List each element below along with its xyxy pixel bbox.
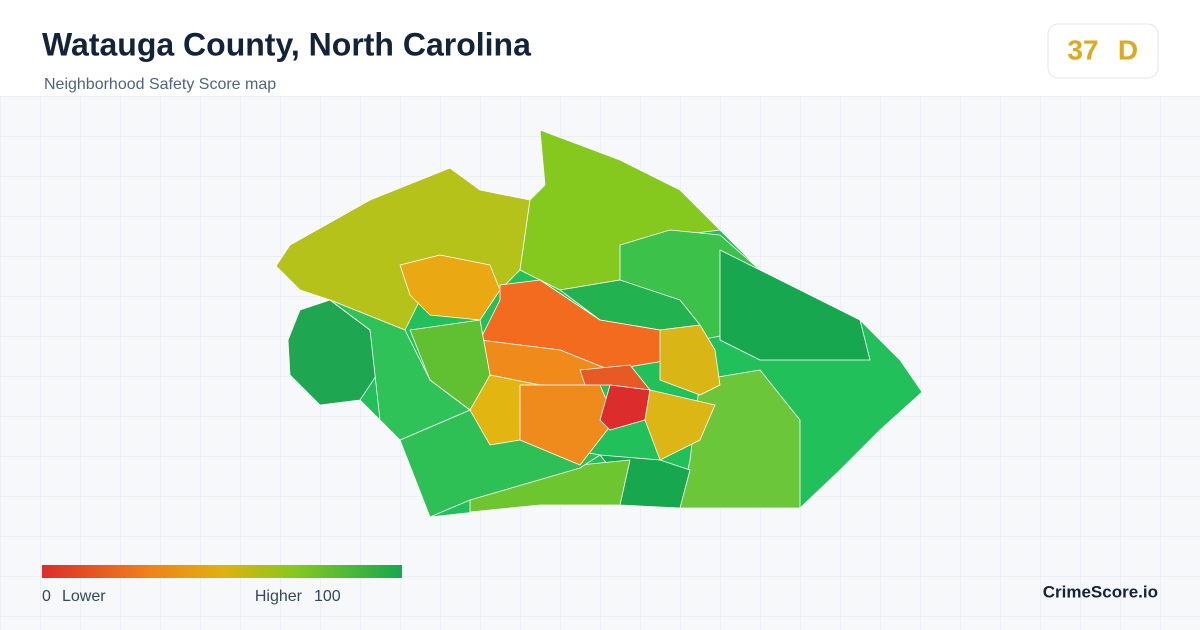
subtitle: Neighborhood Safety Score map: [44, 76, 276, 93]
score-grade: D: [1118, 34, 1138, 65]
region: [599, 384, 651, 431]
region: [519, 129, 721, 291]
legend-min-label: Lower: [62, 588, 106, 605]
region: [329, 299, 471, 441]
legend-max-label: Higher: [255, 588, 303, 605]
legend-max: 100: [314, 588, 341, 605]
region: [659, 324, 721, 396]
region: [719, 249, 871, 361]
title: Watauga County, North Carolina: [42, 26, 531, 62]
region: [644, 389, 716, 461]
region: [399, 254, 501, 321]
legend-scale: [42, 565, 402, 578]
score-value: 37: [1067, 34, 1098, 65]
region: [479, 279, 671, 371]
county-map: [275, 129, 923, 518]
brand: CrimeScore.io: [1043, 582, 1158, 601]
legend-min: 0: [42, 588, 51, 605]
header-band: [0, 0, 1200, 96]
score-badge: [1047, 23, 1159, 79]
